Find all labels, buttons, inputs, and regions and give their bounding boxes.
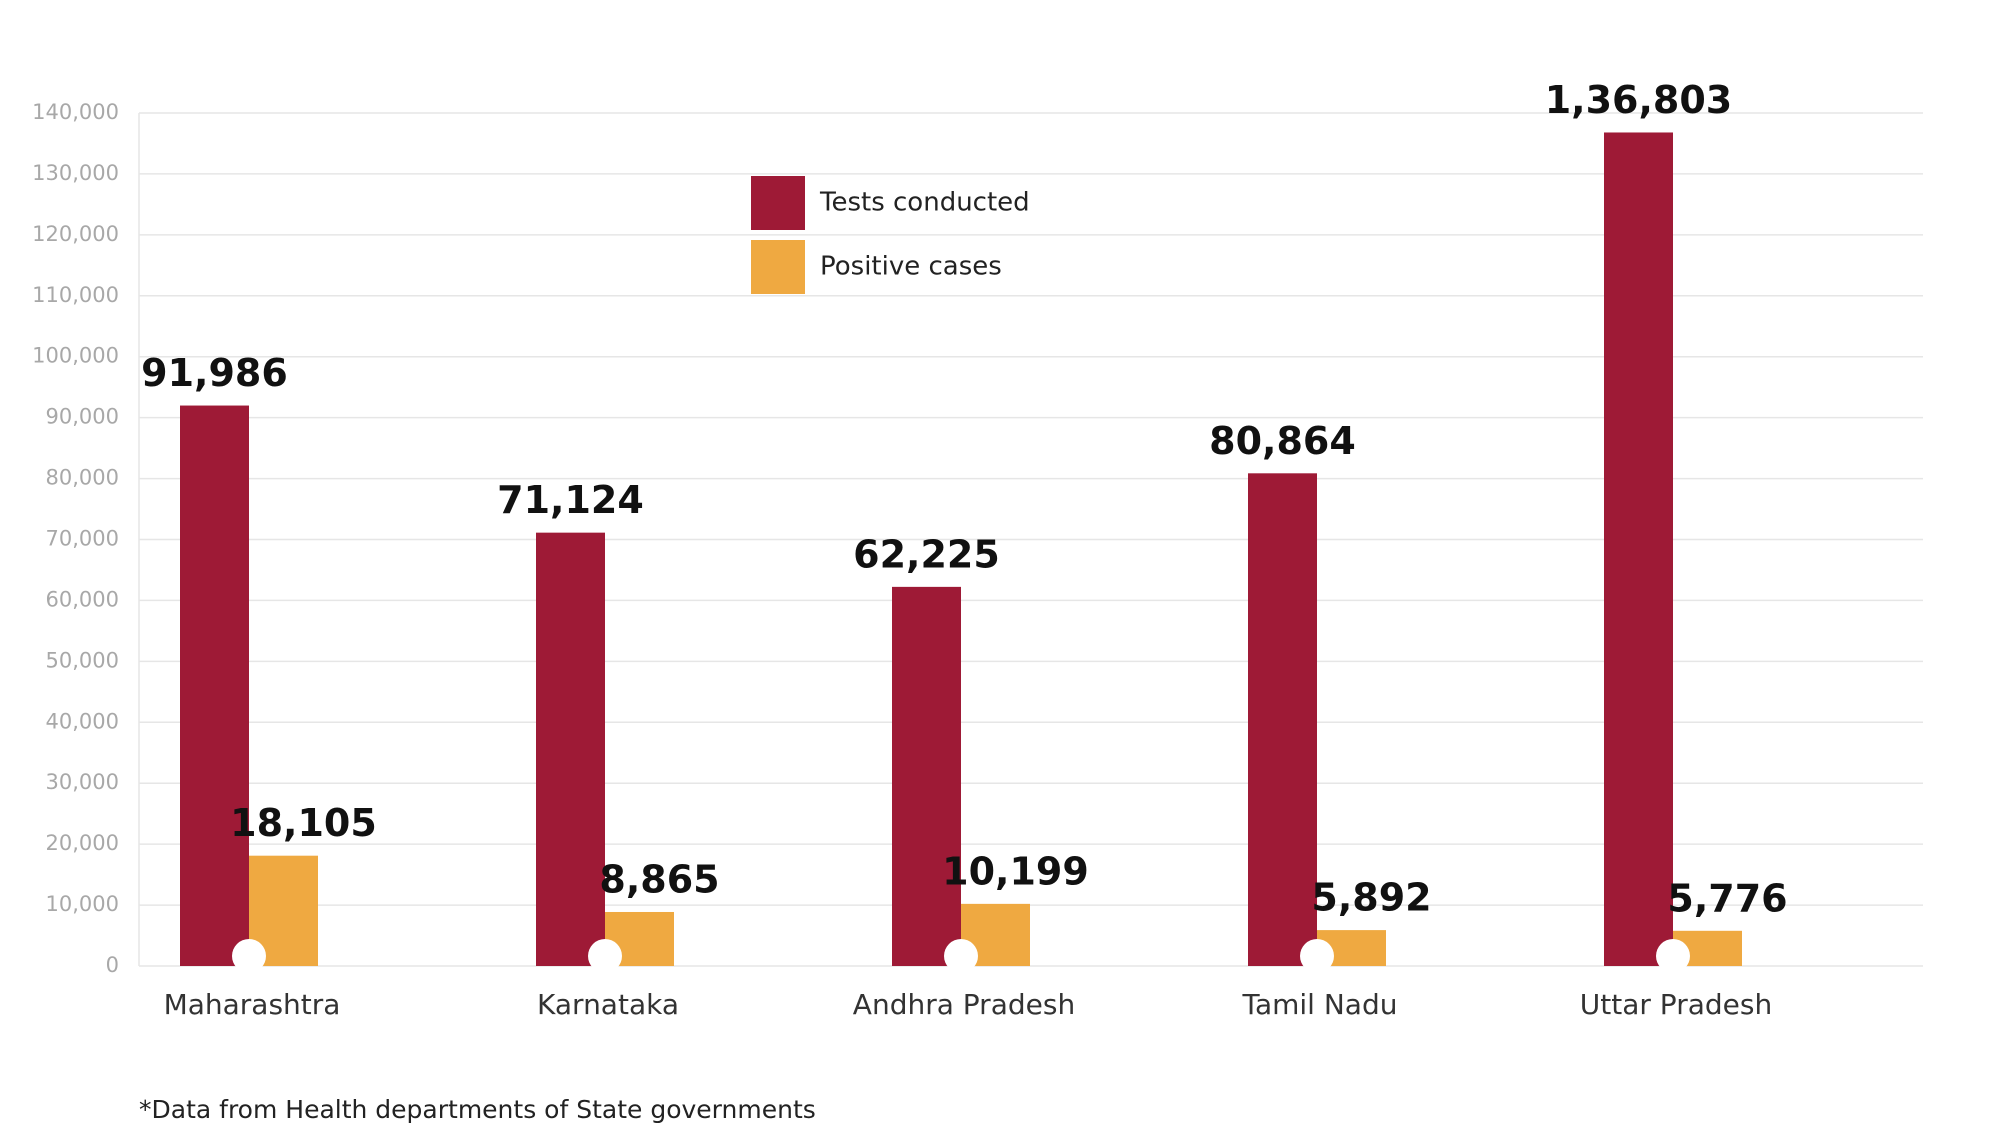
y-tick-label: 20,000 — [46, 831, 119, 855]
bar-base-dot — [1656, 939, 1690, 973]
y-tick-label: 100,000 — [32, 344, 119, 368]
value-label: 18,105 — [230, 801, 377, 845]
bar-base-dot — [588, 939, 622, 973]
y-tick-label: 90,000 — [46, 405, 119, 429]
y-tick-label: 70,000 — [46, 527, 119, 551]
value-label: 1,36,803 — [1545, 78, 1733, 122]
value-label: 5,892 — [1311, 876, 1431, 920]
y-tick-label: 0 — [106, 953, 119, 977]
bar — [1248, 473, 1317, 966]
value-label: 62,225 — [853, 532, 1000, 576]
x-tick-label: Karnataka — [537, 988, 679, 1021]
y-tick-label: 30,000 — [46, 770, 119, 794]
value-label: 10,199 — [942, 849, 1089, 893]
footnote: *Data from Health departments of State g… — [139, 1095, 816, 1124]
y-tick-label: 130,000 — [32, 161, 119, 185]
y-tick-label: 80,000 — [46, 466, 119, 490]
x-tick-label: Maharashtra — [164, 988, 341, 1021]
value-label: 8,865 — [599, 857, 719, 901]
value-label: 71,124 — [497, 478, 644, 522]
y-tick-label: 60,000 — [46, 587, 119, 611]
legend-label: Positive cases — [820, 252, 1002, 282]
y-tick-label: 10,000 — [46, 892, 119, 916]
bar-base-dot — [944, 939, 978, 973]
bar-base-dot — [1300, 939, 1334, 973]
y-tick-label: 140,000 — [32, 100, 119, 124]
bar-base-dot — [232, 939, 266, 973]
y-tick-label: 40,000 — [46, 709, 119, 733]
value-label: 80,864 — [1209, 419, 1356, 463]
bar — [180, 405, 249, 966]
legend-label: Tests conducted — [819, 188, 1030, 218]
y-tick-label: 120,000 — [32, 222, 119, 246]
legend-swatch — [751, 240, 805, 294]
x-tick-label: Andhra Pradesh — [853, 988, 1075, 1021]
bar — [1604, 132, 1673, 966]
x-tick-label: Uttar Pradesh — [1580, 988, 1772, 1021]
y-tick-label: 50,000 — [46, 648, 119, 672]
y-tick-label: 110,000 — [32, 283, 119, 307]
value-label: 91,986 — [141, 351, 288, 395]
x-tick-label: Tamil Nadu — [1242, 988, 1398, 1021]
value-label: 5,776 — [1667, 876, 1787, 920]
bar — [536, 532, 605, 966]
bar — [892, 586, 961, 966]
legend-swatch — [751, 176, 805, 230]
